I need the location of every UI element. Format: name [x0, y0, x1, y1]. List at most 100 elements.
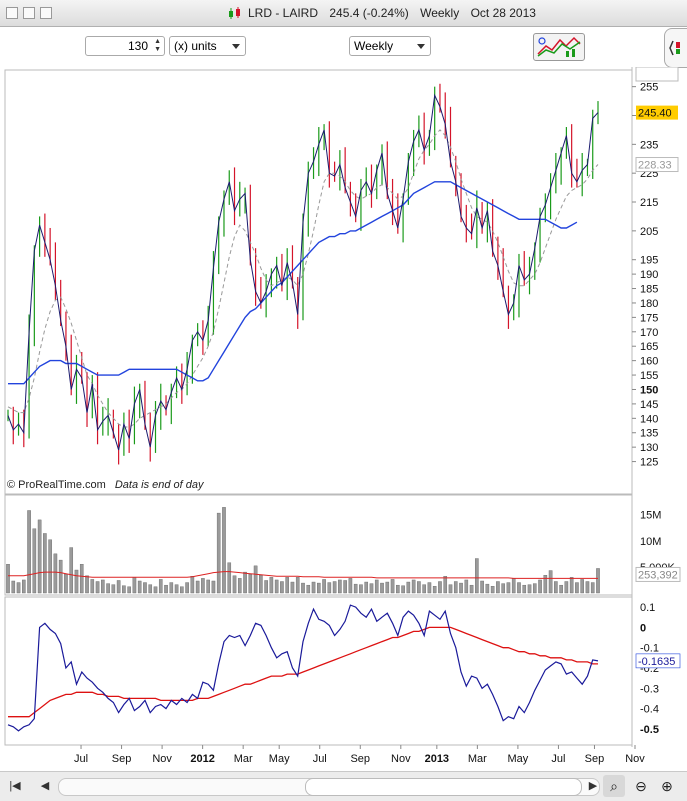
volume-bar — [396, 584, 400, 594]
scroll-right-button[interactable]: ▶ — [588, 780, 598, 792]
volume-bar — [132, 577, 137, 594]
volume-bar — [201, 578, 205, 594]
volume-bar — [417, 581, 421, 594]
volume-bar — [22, 579, 26, 594]
volume-bar — [106, 583, 110, 594]
side-panel-button[interactable] — [664, 28, 687, 68]
period-select-value: Weekly — [354, 39, 394, 53]
time-tick-label: Nov — [391, 753, 411, 765]
volume-bar — [443, 576, 448, 594]
time-tick-label: 2012 — [190, 753, 214, 765]
volume-bar — [401, 585, 405, 594]
volume-bar — [538, 579, 542, 594]
panel-frame — [4, 596, 633, 746]
price-tick-label: 145 — [640, 399, 658, 411]
volume-bar — [353, 583, 358, 594]
period-label: Weekly — [420, 6, 460, 20]
volume-bar — [222, 507, 226, 594]
volume-bar — [496, 581, 500, 594]
volume-bar — [180, 586, 184, 594]
volume-bar — [69, 547, 74, 594]
price-tick-label: 180 — [640, 298, 658, 310]
symbol-label: LRD - LAIRD — [248, 6, 319, 20]
period-select[interactable]: Weekly — [349, 36, 431, 56]
bar-count-value: 130 — [127, 39, 148, 53]
osc-last-tag: -0.1635 — [638, 656, 675, 668]
osc-tick-label: -0.3 — [640, 683, 659, 695]
volume-bar — [11, 580, 16, 594]
window-title: LRD - LAIRD 245.4 (-0.24%) Weekly Oct 28… — [248, 6, 544, 20]
volume-bar — [43, 533, 47, 594]
volume-bar — [590, 582, 595, 594]
volume-bar — [58, 559, 63, 594]
zoom-out-button[interactable]: ⊖ — [635, 778, 647, 794]
price-ma-short-line — [7, 129, 599, 428]
units-select-value: (x) units — [174, 39, 217, 53]
window-close-button[interactable] — [6, 7, 18, 19]
volume-bar — [206, 579, 210, 594]
volume-bar — [511, 578, 516, 594]
price-tick-label: 175 — [640, 312, 658, 324]
scroll-start-button[interactable]: |◀ — [9, 780, 21, 792]
volume-bar — [269, 577, 274, 594]
volume-bar — [90, 579, 95, 594]
price-tick-label: 155 — [640, 370, 658, 382]
volume-bar — [596, 568, 600, 594]
volume-bar — [322, 579, 326, 594]
volume-bar — [248, 574, 253, 594]
volume-bar — [153, 586, 158, 594]
window-zoom-button[interactable] — [40, 7, 52, 19]
volume-bar — [343, 580, 347, 594]
volume-bar — [459, 582, 463, 594]
volume-bar — [85, 575, 89, 594]
time-tick-label: Nov — [152, 753, 172, 765]
time-tick-label: Sep — [350, 753, 370, 765]
price-tick-label: 170 — [640, 327, 658, 339]
chevron-down-icon — [232, 44, 240, 49]
units-select[interactable]: (x) units — [169, 36, 246, 56]
ma-long-tag-bg — [635, 67, 679, 82]
zoom-in-button[interactable]: ⊕ — [661, 778, 673, 794]
volume-bar — [327, 582, 332, 594]
volume-bar — [559, 584, 563, 594]
watermark: © ProRealTime.com Data is end of day — [7, 479, 205, 491]
volume-bar — [101, 579, 105, 594]
volume-bar — [164, 584, 168, 594]
volume-bar — [543, 575, 548, 594]
volume-bar — [385, 581, 390, 594]
volume-bar — [6, 564, 10, 594]
window-minimize-button[interactable] — [23, 7, 35, 19]
stepper-arrows-icon[interactable]: ▲ ▼ — [154, 38, 161, 53]
price-tick-label: 150 — [640, 384, 658, 396]
bar-count-stepper[interactable]: 130 ▲ ▼ — [85, 36, 165, 56]
volume-bar — [148, 584, 153, 594]
scroll-left-button[interactable]: ◀ — [40, 780, 50, 792]
volume-bar — [195, 580, 200, 594]
zoom-select-button[interactable]: ⌕ — [603, 775, 625, 797]
toggle-panel-icon — [669, 40, 680, 56]
chart-area[interactable]: 2552452352252152051951901851801751701651… — [0, 67, 687, 771]
indicators-button[interactable] — [533, 33, 585, 61]
scroll-thumb[interactable] — [305, 778, 582, 796]
volume-bar — [448, 584, 453, 594]
panel-frame — [4, 494, 633, 596]
ma-short-tag: 228.33 — [638, 160, 672, 172]
volume-bar — [585, 581, 590, 594]
volume-bar — [169, 582, 174, 594]
volume-bar — [480, 580, 484, 594]
volume-bar — [332, 581, 337, 594]
volume-bar — [364, 581, 369, 594]
price-tick-label: 215 — [640, 197, 658, 209]
volume-last-tag: 253,392 — [638, 569, 678, 581]
osc-main-line — [7, 604, 599, 732]
volume-bar — [464, 579, 469, 594]
volume-bar — [53, 553, 58, 594]
volume-bar — [190, 576, 195, 594]
ma-long-tag: 209.29 — [638, 67, 672, 70]
volume-bar — [264, 580, 268, 594]
volume-bar — [475, 558, 479, 594]
volume-bar — [338, 579, 342, 594]
date-label: Oct 28 2013 — [470, 6, 536, 20]
volume-bar — [348, 578, 353, 594]
volume-bar — [274, 579, 279, 594]
